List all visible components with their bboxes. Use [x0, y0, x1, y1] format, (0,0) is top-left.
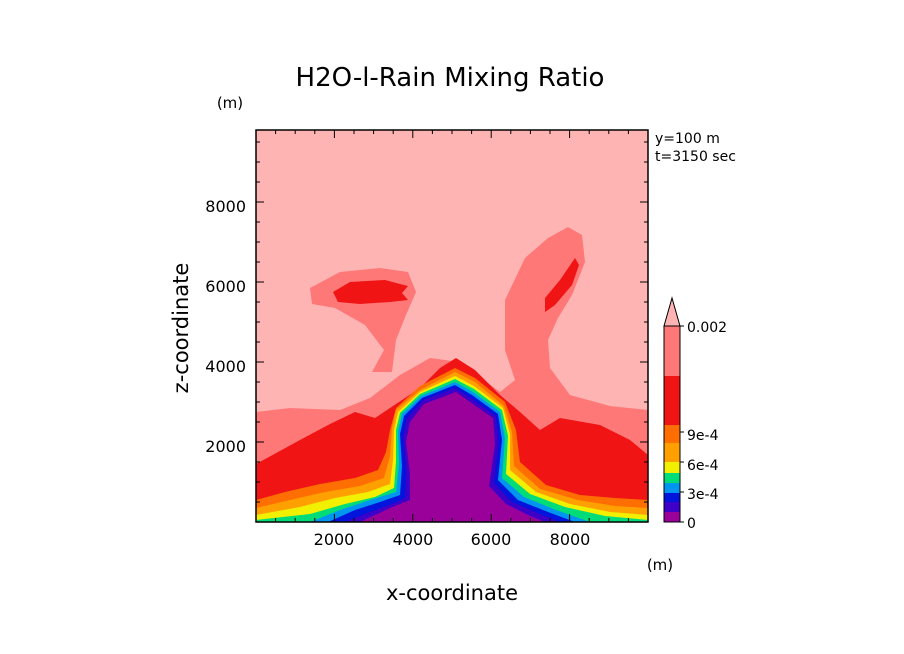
colorbar	[663, 296, 684, 523]
contour-level-right-core	[545, 258, 579, 312]
x-tick-label-4000: 4000	[393, 530, 434, 549]
axis-tick-labels: 2000 4000 6000 8000 2000 4000 6000 8000	[205, 197, 590, 549]
colorbar-swatch	[664, 512, 680, 522]
colorbar-label-3e-4: 3e-4	[687, 487, 719, 503]
colorbar-label-0-002: 0.002	[687, 320, 727, 336]
chart-title: H2O-l-Rain Mixing Ratio	[296, 63, 605, 93]
y-tick-label-8000: 8000	[205, 197, 246, 216]
colorbar-swatch	[664, 502, 680, 512]
colorbar-label-9e-4: 9e-4	[687, 428, 719, 444]
y-axis-label: z-coordinate	[169, 263, 193, 394]
x-unit-label: (m)	[647, 556, 673, 574]
x-axis-label: x-coordinate	[386, 581, 518, 605]
axis-ticks	[256, 130, 648, 522]
colorbar-label-6e-4: 6e-4	[687, 458, 719, 474]
colorbar-swatch	[664, 473, 680, 483]
colorbar-label-0: 0	[687, 516, 696, 532]
colorbar-swatch	[664, 443, 680, 462]
colorbar-swatch	[664, 493, 680, 502]
colorbar-arrow	[663, 296, 681, 327]
y-tick-label-2000: 2000	[205, 437, 246, 456]
colorbar-swatch	[664, 483, 680, 493]
contour-level-left-core	[333, 280, 408, 304]
x-tick-label-8000: 8000	[550, 530, 591, 549]
x-tick-label-6000: 6000	[471, 530, 512, 549]
colorbar-swatch	[664, 462, 680, 473]
x-tick-label-2000: 2000	[314, 530, 355, 549]
contour-field	[256, 130, 648, 522]
y-tick-label-6000: 6000	[205, 277, 246, 296]
colorbar-swatch	[664, 376, 680, 425]
colorbar-labels: 0.002 9e-4 6e-4 3e-4 0	[687, 320, 727, 532]
y-unit-label: (m)	[217, 94, 243, 112]
y-tick-label-4000: 4000	[205, 357, 246, 376]
contour-level-0	[360, 392, 545, 522]
colorbar-swatch	[664, 326, 680, 376]
annotation-y: y=100 m	[655, 131, 720, 147]
annotation-t: t=3150 sec	[655, 149, 736, 165]
colorbar-swatch	[664, 425, 680, 443]
